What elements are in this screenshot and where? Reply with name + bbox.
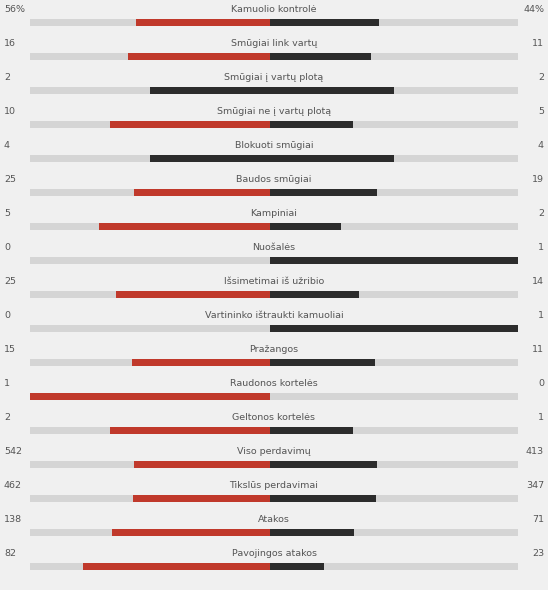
Text: Geltonos kortelės: Geltonos kortelės (232, 414, 316, 422)
Text: 16: 16 (4, 40, 16, 48)
Bar (30, 290, 518, 297)
Bar (116, 290, 270, 297)
Text: 2: 2 (538, 209, 544, 218)
Text: 71: 71 (532, 516, 544, 525)
Text: 14: 14 (532, 277, 544, 287)
Bar (110, 427, 270, 434)
Bar (270, 53, 371, 60)
Text: 1: 1 (538, 244, 544, 253)
Bar (270, 87, 394, 93)
Bar (30, 392, 270, 399)
Bar (30, 257, 518, 264)
Text: Kampiniai: Kampiniai (250, 209, 298, 218)
Bar (30, 222, 518, 230)
Text: 56%: 56% (4, 5, 25, 15)
Bar (30, 324, 518, 332)
Bar (30, 529, 518, 536)
Bar (134, 461, 270, 467)
Bar (30, 53, 518, 60)
Text: 0: 0 (4, 244, 10, 253)
Text: 11: 11 (532, 40, 544, 48)
Bar (30, 120, 518, 127)
Text: 23: 23 (532, 549, 544, 559)
Bar (112, 529, 270, 536)
Text: 19: 19 (532, 175, 544, 185)
Text: 1: 1 (538, 414, 544, 422)
Bar (135, 18, 270, 25)
Bar (30, 359, 518, 365)
Text: Kamuolio kontrolė: Kamuolio kontrolė (231, 5, 317, 15)
Bar (270, 324, 518, 332)
Text: 10: 10 (4, 107, 16, 116)
Bar (270, 290, 359, 297)
Text: Nuošalės: Nuošalės (253, 244, 295, 253)
Text: Viso perdavimų: Viso perdavimų (237, 447, 311, 457)
Bar (30, 562, 518, 569)
Bar (270, 529, 354, 536)
Text: 0: 0 (4, 312, 10, 320)
Text: Smūgiai ne į vartų plotą: Smūgiai ne į vartų plotą (217, 107, 331, 116)
Text: 44%: 44% (523, 5, 544, 15)
Bar (150, 155, 270, 162)
Text: Raudonos kortelės: Raudonos kortelės (230, 379, 318, 388)
Text: Atakos: Atakos (258, 516, 290, 525)
Text: 1: 1 (4, 379, 10, 388)
Text: 413: 413 (526, 447, 544, 457)
Text: Blokuoti smūgiai: Blokuoti smūgiai (235, 142, 313, 150)
Bar (128, 53, 270, 60)
Bar (30, 155, 518, 162)
Bar (270, 494, 376, 501)
Text: 462: 462 (4, 481, 22, 490)
Bar (99, 222, 270, 230)
Text: Pavojingos atakos: Pavojingos atakos (231, 549, 317, 559)
Bar (132, 359, 270, 365)
Text: Smūgiai į vartų plotą: Smūgiai į vartų plotą (224, 74, 324, 83)
Bar (30, 494, 518, 501)
Text: 4: 4 (4, 142, 10, 150)
Bar (30, 188, 518, 195)
Bar (134, 188, 270, 195)
Text: 1: 1 (538, 312, 544, 320)
Bar (30, 461, 518, 467)
Text: Tikslūs perdavimai: Tikslūs perdavimai (230, 481, 318, 490)
Text: Pražangos: Pražangos (249, 346, 299, 355)
Bar (270, 562, 324, 569)
Text: 138: 138 (4, 516, 22, 525)
Bar (30, 427, 518, 434)
Text: 2: 2 (4, 74, 10, 83)
Bar (270, 427, 353, 434)
Text: 2: 2 (538, 74, 544, 83)
Text: Baudos smūgiai: Baudos smūgiai (236, 175, 312, 185)
Text: Vartininko ištraukti kamuoliai: Vartininko ištraukti kamuoliai (205, 312, 343, 320)
Text: 25: 25 (4, 277, 16, 287)
Bar (270, 188, 377, 195)
Bar (270, 120, 353, 127)
Bar (133, 494, 270, 501)
Text: 347: 347 (526, 481, 544, 490)
Bar (270, 461, 377, 467)
Text: 2: 2 (4, 414, 10, 422)
Bar (30, 87, 518, 93)
Bar (110, 120, 270, 127)
Text: 5: 5 (4, 209, 10, 218)
Text: 25: 25 (4, 175, 16, 185)
Text: 542: 542 (4, 447, 22, 457)
Bar (270, 222, 341, 230)
Text: Išsimetimai iš užribio: Išsimetimai iš užribio (224, 277, 324, 287)
Bar (270, 257, 518, 264)
Text: 82: 82 (4, 549, 16, 559)
Text: 15: 15 (4, 346, 16, 355)
Bar (270, 18, 379, 25)
Text: Smūgiai link vartų: Smūgiai link vartų (231, 40, 317, 48)
Text: 4: 4 (538, 142, 544, 150)
Bar (30, 392, 518, 399)
Bar (30, 18, 518, 25)
Text: 11: 11 (532, 346, 544, 355)
Text: 0: 0 (538, 379, 544, 388)
Bar (270, 155, 394, 162)
Text: 5: 5 (538, 107, 544, 116)
Bar (270, 359, 375, 365)
Bar (83, 562, 270, 569)
Bar (150, 87, 270, 93)
